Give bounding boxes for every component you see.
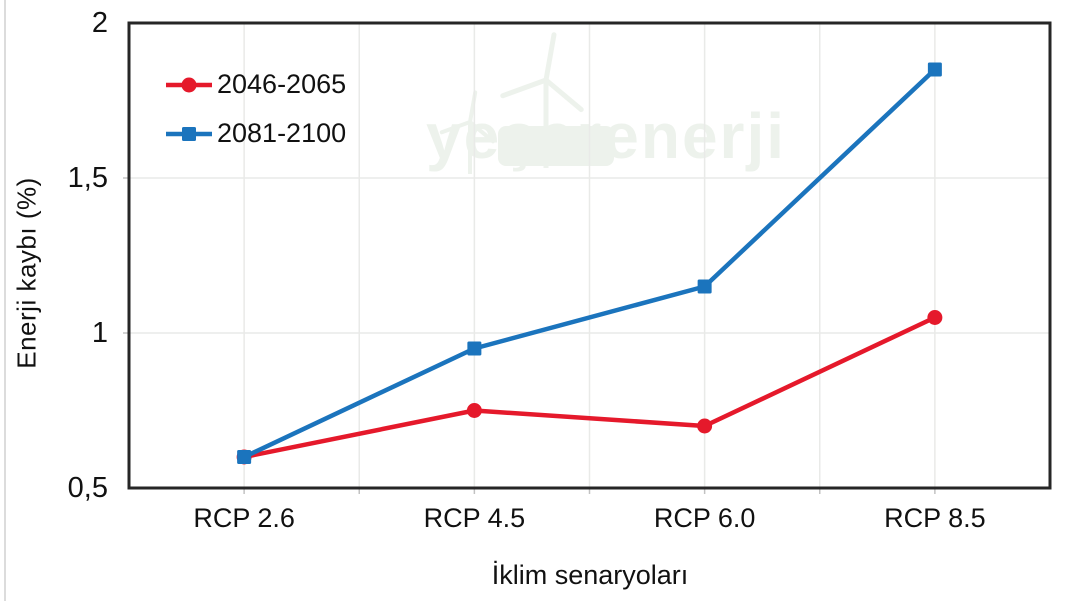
watermark-turbine-blade	[543, 77, 584, 113]
plot-frame	[127, 21, 1052, 490]
data-point-square	[927, 62, 942, 77]
watermark-turbine-blade	[500, 77, 549, 99]
data-point-square	[237, 450, 252, 464]
series-line-2046-2065	[241, 315, 938, 460]
legend-item: 2046-2065	[166, 60, 346, 109]
x-tick-label: RCP 4.5	[423, 503, 526, 533]
x-tick-label: RCP 6.0	[653, 503, 756, 533]
y-tick-label: 2	[91, 7, 108, 39]
y-tick-label: 0,5	[67, 472, 108, 504]
watermark-building	[498, 126, 614, 166]
data-point-square	[697, 279, 712, 294]
legend-marker-circle-icon	[166, 77, 212, 92]
legend-marker-square-icon	[166, 126, 212, 141]
y-tick-label: 1	[91, 317, 108, 349]
data-point-square	[467, 341, 482, 356]
series-line-2081-2100	[241, 67, 938, 460]
x-axis-title: İklim senaryoları	[491, 560, 689, 590]
legend: 2046-2065 2081-2100	[166, 60, 346, 158]
y-tick-label: 1,5	[67, 162, 108, 194]
data-point-circle	[697, 418, 713, 434]
watermark-turbine-blade	[439, 120, 472, 135]
legend-label: 2081-2100	[217, 118, 347, 148]
legend-item: 2081-2100	[166, 109, 346, 158]
watermark-turbine-blade	[543, 32, 557, 83]
legend-label: 2046-2065	[217, 69, 347, 99]
data-point-circle	[466, 403, 482, 418]
data-point-circle	[927, 310, 943, 325]
watermark-text: yeşerenerji	[426, 100, 786, 172]
left-edge-line	[4, 0, 6, 601]
x-tick-label: RCP 8.5	[884, 503, 986, 533]
x-tick-label: RCP 2.6	[193, 503, 295, 533]
